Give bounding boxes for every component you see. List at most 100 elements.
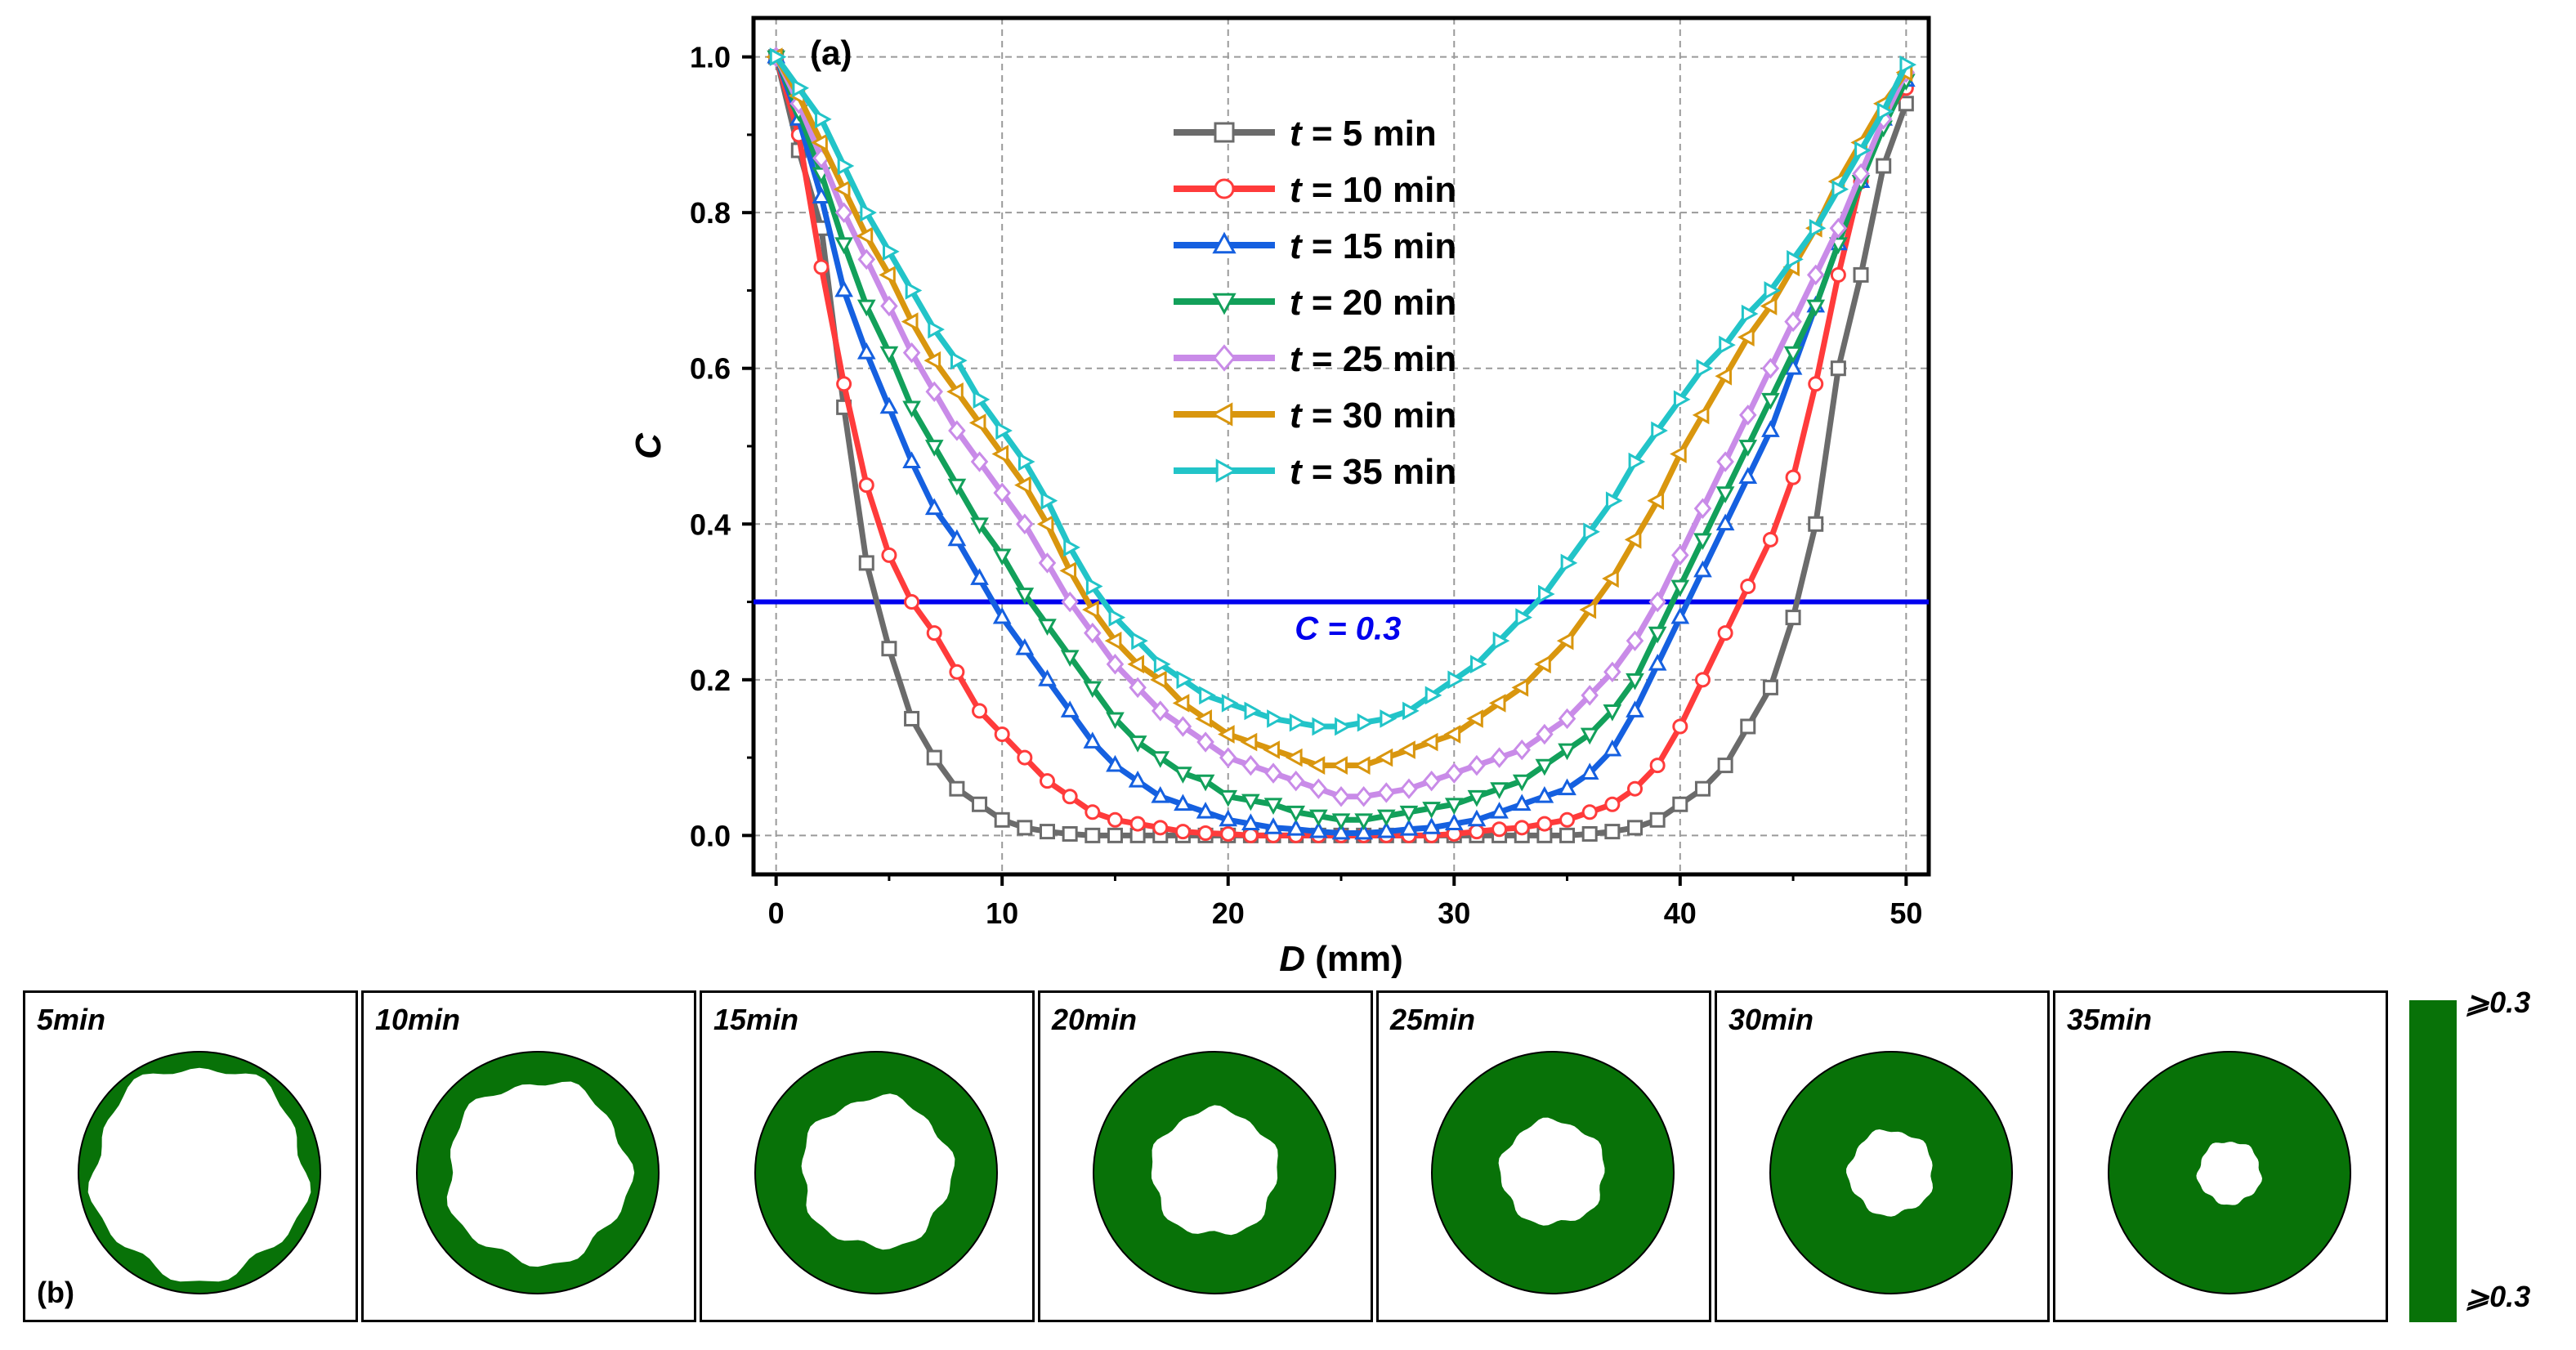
data-point xyxy=(1084,622,1102,644)
section-panel-35min: 35min xyxy=(2053,990,2388,1322)
data-point xyxy=(948,420,966,441)
data-point xyxy=(1715,513,1735,531)
legend-label: t = 5 min xyxy=(1290,114,1437,154)
data-point xyxy=(879,396,899,414)
data-point xyxy=(1783,358,1803,375)
x-axis-var: D xyxy=(1279,939,1305,979)
colorbar-bottom-label: ⩾0.3 xyxy=(2465,1280,2531,1313)
data-point xyxy=(1466,709,1483,728)
legend-marker xyxy=(1212,293,1237,315)
data-point xyxy=(1174,767,1192,784)
data-point xyxy=(1061,591,1079,613)
data-point xyxy=(1694,672,1711,688)
data-point xyxy=(1830,360,1846,377)
data-point xyxy=(1062,789,1078,805)
data-point xyxy=(1626,700,1644,717)
data-point xyxy=(993,482,1011,503)
data-point xyxy=(1648,654,1667,671)
data-point xyxy=(1624,530,1642,549)
data-point xyxy=(1128,735,1147,753)
low-concentration-core xyxy=(1498,1117,1605,1226)
data-point xyxy=(1762,531,1778,548)
data-point xyxy=(1536,816,1553,832)
data-point xyxy=(837,156,855,176)
data-point xyxy=(1626,673,1644,691)
series-4 xyxy=(767,50,1916,831)
data-point xyxy=(1604,824,1621,840)
data-point xyxy=(1174,824,1191,840)
data-point xyxy=(1696,359,1714,378)
data-point xyxy=(1263,817,1283,834)
data-point xyxy=(1649,811,1666,828)
data-point xyxy=(1670,445,1687,463)
data-point xyxy=(811,133,828,152)
data-point xyxy=(968,413,986,432)
data-point xyxy=(1422,770,1441,792)
data-point xyxy=(992,548,1012,566)
data-point xyxy=(1040,824,1055,840)
x-tick-label: 0 xyxy=(768,896,785,930)
data-point xyxy=(1692,405,1710,425)
y-tick-label: 0.2 xyxy=(690,664,731,697)
data-point xyxy=(1060,700,1080,717)
data-point xyxy=(949,664,965,680)
data-point xyxy=(1739,405,1757,426)
legend-item: t = 30 min xyxy=(1174,396,1456,436)
data-point xyxy=(1354,786,1373,807)
data-point xyxy=(1672,718,1688,735)
data-point xyxy=(1241,754,1260,776)
data-point xyxy=(836,376,852,392)
data-point xyxy=(1152,700,1169,722)
data-point xyxy=(1761,420,1780,437)
data-point xyxy=(1785,610,1801,626)
x-tick-label: 30 xyxy=(1438,896,1470,930)
data-point xyxy=(1534,655,1551,674)
data-point xyxy=(1558,778,1576,796)
data-point xyxy=(1128,770,1147,788)
data-point xyxy=(856,226,874,246)
data-point xyxy=(1559,827,1576,843)
data-point xyxy=(1761,392,1780,410)
data-point xyxy=(812,186,831,204)
legend: t = 5 min t = 10 min t = 15 min t = 20 min t… xyxy=(1174,114,1456,492)
low-concentration-core xyxy=(1846,1129,1933,1217)
y-tick-label: 0.4 xyxy=(690,507,731,541)
low-concentration-core xyxy=(801,1093,955,1250)
series-7 xyxy=(769,47,1917,736)
data-point xyxy=(1176,670,1194,690)
data-point xyxy=(1286,805,1306,823)
data-point xyxy=(1583,522,1600,542)
data-point xyxy=(1106,712,1125,730)
data-point xyxy=(1876,101,1894,121)
data-point xyxy=(1627,780,1643,797)
data-point xyxy=(1783,346,1803,364)
colorbar-top-label: ⩾0.3 xyxy=(2465,986,2531,1019)
data-point xyxy=(1603,739,1622,757)
data-point xyxy=(1556,631,1574,650)
data-point xyxy=(1831,180,1849,199)
data-point xyxy=(883,242,900,262)
legend-label: t = 10 min xyxy=(1290,170,1456,210)
data-point xyxy=(858,555,874,571)
legend-marker xyxy=(1212,344,1237,372)
data-point xyxy=(1738,440,1758,457)
data-point xyxy=(1809,218,1827,238)
y-tick-label: 0.6 xyxy=(690,352,731,386)
legend-item: t = 35 min xyxy=(1174,452,1456,492)
data-point xyxy=(1063,538,1080,557)
data-point xyxy=(1153,655,1171,674)
low-concentration-core xyxy=(446,1081,635,1267)
data-point xyxy=(1787,250,1804,269)
data-point xyxy=(947,529,967,547)
data-point xyxy=(1131,631,1148,650)
data-point xyxy=(1447,670,1465,690)
legend-label: t = 35 min xyxy=(1290,452,1456,492)
data-point xyxy=(1240,732,1258,752)
panel-time-label: 25min xyxy=(1390,1003,1476,1036)
data-point xyxy=(1015,588,1035,605)
data-point xyxy=(924,498,944,516)
data-point xyxy=(1740,578,1756,594)
data-point xyxy=(1898,96,1914,112)
legend-marker xyxy=(1214,178,1235,199)
data-point xyxy=(1647,491,1665,511)
